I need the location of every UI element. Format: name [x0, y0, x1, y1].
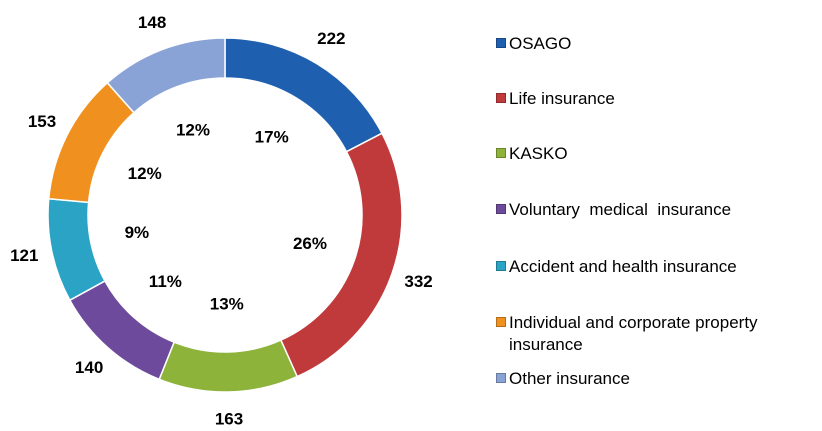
donut-slice — [279, 132, 403, 378]
donut-slice — [106, 37, 226, 114]
value-label: 140 — [75, 358, 103, 377]
value-label: 222 — [317, 29, 345, 48]
percentage-label: 12% — [128, 164, 162, 183]
legend-label: Accident and health insurance — [509, 257, 737, 276]
legend-label: Individual and corporate property insura… — [509, 313, 763, 354]
percentage-label: 9% — [125, 223, 150, 242]
legend-label: KASKO — [509, 144, 568, 163]
donut: 222 17% 332 26% 163 13% 140 11% 121 9% 153 12% 148 12… — [10, 13, 433, 429]
legend-item: Voluntary medical insurance — [496, 199, 816, 221]
donut-slice — [47, 81, 135, 204]
value-label: 153 — [28, 112, 56, 131]
legend-swatch — [496, 204, 506, 214]
legend-swatch — [496, 38, 506, 48]
legend-label: OSAGO — [509, 34, 572, 53]
value-label: 148 — [138, 13, 166, 32]
value-label: 163 — [215, 409, 243, 428]
legend-item: Accident and health insurance — [496, 256, 816, 278]
legend-label: Voluntary medical insurance — [509, 200, 732, 219]
legend-label: Life insurance — [509, 89, 615, 108]
value-label: 121 — [10, 246, 38, 265]
legend-item: Other insurance — [496, 368, 816, 390]
donut-slice — [158, 339, 299, 393]
legend-swatch — [496, 148, 506, 158]
legend-label: Other insurance — [509, 369, 630, 388]
legend-swatch — [496, 261, 506, 271]
percentage-label: 26% — [293, 234, 327, 253]
legend-swatch — [496, 373, 506, 383]
legend-item: Life insurance — [496, 88, 816, 110]
percentage-label: 12% — [176, 120, 210, 139]
legend-swatch — [496, 317, 506, 327]
donut-slice — [224, 37, 383, 153]
percentage-label: 17% — [255, 128, 289, 147]
value-label: 332 — [404, 272, 432, 291]
donut-slice — [47, 197, 106, 302]
percentage-label: 11% — [149, 272, 182, 291]
legend-item: Individual and corporate property insura… — [496, 312, 816, 356]
legend-swatch — [496, 93, 506, 103]
percentage-label: 13% — [210, 294, 244, 313]
legend-item: KASKO — [496, 143, 816, 165]
legend-item: OSAGO — [496, 33, 816, 55]
